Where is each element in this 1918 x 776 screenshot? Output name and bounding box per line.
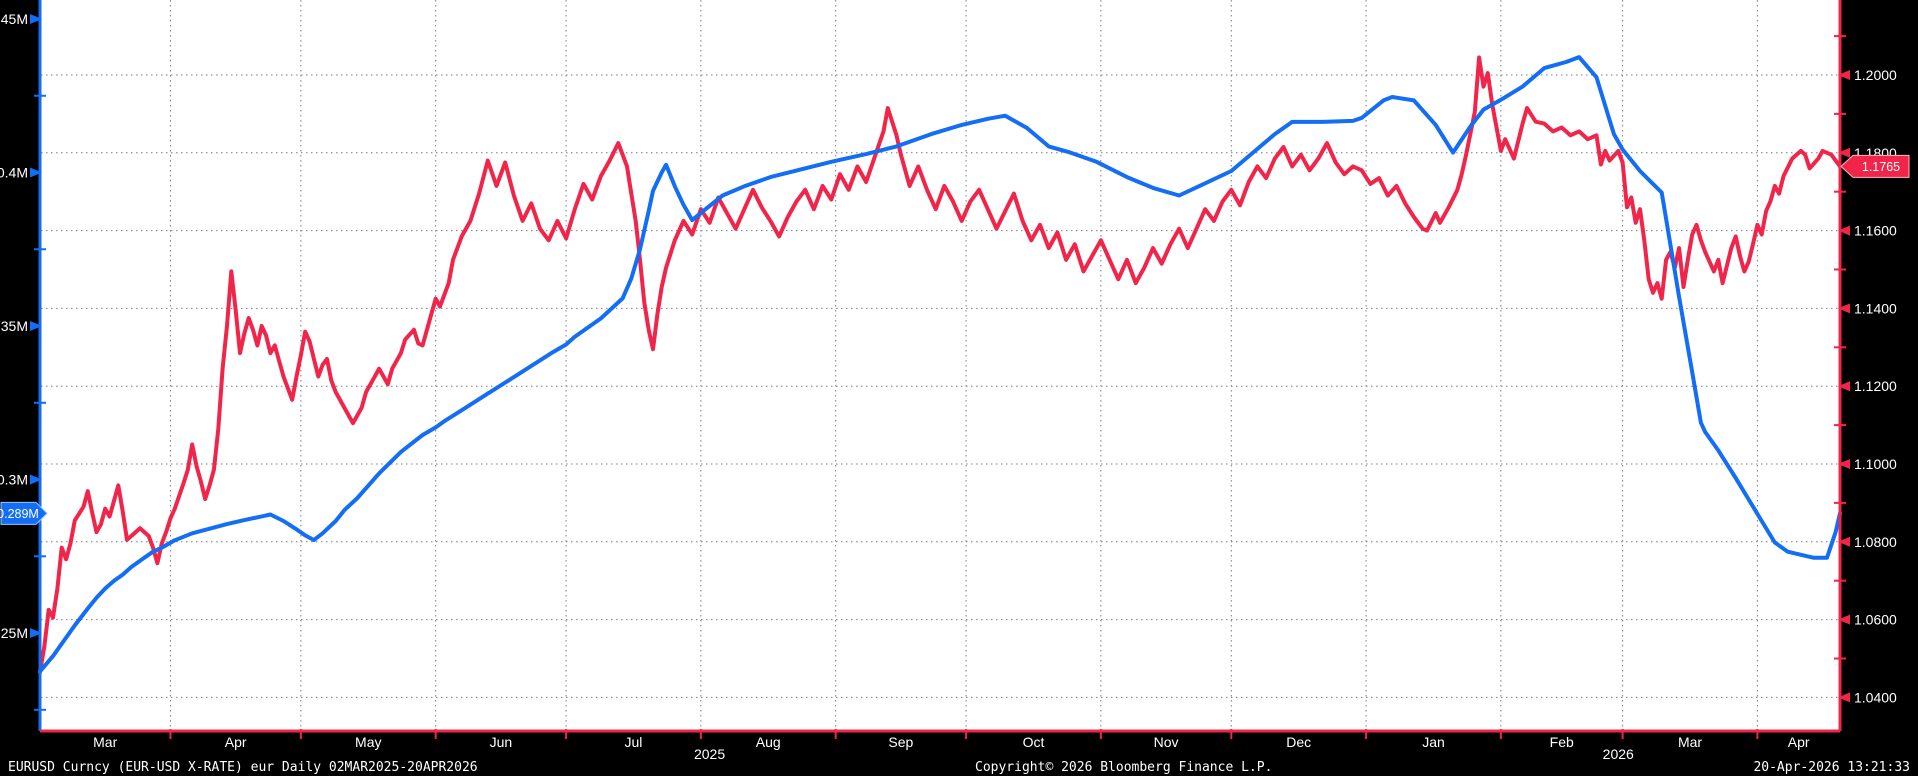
x-axis-month-label: Apr [1788, 734, 1810, 750]
y-axis-left-label: 0.45M [0, 11, 28, 27]
chart-footer: EURUSD Curncy (EUR-USD X-RATE) eur Daily… [0, 760, 1918, 776]
x-axis-month-label: Dec [1286, 734, 1311, 750]
y-axis-right-label: 1.0600 [1854, 612, 1897, 628]
y-axis-right-label: 1.1200 [1854, 378, 1897, 394]
left-axis-tick-arrow-icon [30, 167, 42, 178]
plot-area[interactable] [40, 0, 1840, 731]
x-axis-month-label: Mar [1678, 734, 1702, 750]
y-axis-right-label: 1.0400 [1854, 689, 1897, 705]
x-axis-year-label: 2025 [694, 746, 725, 762]
footer-timestamp: 20-Apr-2026 13:21:33 [1753, 760, 1910, 775]
current-value-badge-right-label: 1.1765 [1862, 160, 1900, 174]
y-axis-right-label: 1.1000 [1854, 456, 1897, 472]
current-value-badge-left [0, 501, 48, 525]
x-axis-month-label: Feb [1550, 734, 1574, 750]
y-axis-right-label: 1.1600 [1854, 223, 1897, 239]
x-axis-month-label: Oct [1023, 734, 1045, 750]
right-axis-tick-arrow-icon [1838, 536, 1850, 547]
left-axis-tick-arrow-icon [30, 14, 42, 25]
footer-security-info: EURUSD Curncy (EUR-USD X-RATE) eur Daily… [8, 760, 478, 775]
right-axis-tick-arrow-icon [1838, 692, 1850, 703]
x-axis-month-label: Nov [1154, 734, 1179, 750]
left-axis-tick-arrow-icon [30, 474, 42, 485]
x-axis-month-label: Mar [93, 734, 117, 750]
x-axis-month-label: Sep [888, 734, 913, 750]
y-axis-left-label: 0.25M [0, 625, 28, 641]
footer-copyright: Copyright© 2026 Bloomberg Finance L.P. [975, 760, 1273, 775]
current-value-badge-left-label: 0.289M [0, 507, 39, 521]
y-axis-left-label: 0.4M [0, 165, 28, 181]
x-axis-month-label: Apr [225, 734, 247, 750]
right-axis-tick-arrow-icon [1838, 303, 1850, 314]
y-axis-left-label: 0.35M [0, 318, 28, 334]
left-axis-tick-arrow-icon [30, 321, 42, 332]
right-axis-tick-arrow-icon [1838, 147, 1850, 158]
x-axis-month-label: Jan [1422, 734, 1445, 750]
right-axis-tick-arrow-icon [1838, 225, 1850, 236]
x-axis-year-label: 2026 [1603, 746, 1634, 762]
right-axis-tick-arrow-icon [1838, 69, 1850, 80]
current-value-badge-right [1840, 154, 1910, 178]
x-axis-month-label: Jul [625, 734, 643, 750]
right-axis-tick-arrow-icon [1838, 614, 1850, 625]
y-axis-right-label: 1.2000 [1854, 67, 1897, 83]
x-axis-month-label: Aug [756, 734, 781, 750]
y-axis-right-label: 1.0800 [1854, 534, 1897, 550]
y-axis-left-label: 0.3M [0, 472, 28, 488]
right-axis-tick-arrow-icon [1838, 381, 1850, 392]
series-line-red-price [38, 55, 1842, 675]
series-line-blue-left-scale [38, 55, 1842, 674]
x-axis-month-label: Jun [490, 734, 513, 750]
right-axis-tick-arrow-icon [1838, 458, 1850, 469]
x-axis-month-label: May [355, 734, 381, 750]
y-axis-right-label: 1.1400 [1854, 300, 1897, 316]
left-axis-tick-arrow-icon [30, 628, 42, 639]
